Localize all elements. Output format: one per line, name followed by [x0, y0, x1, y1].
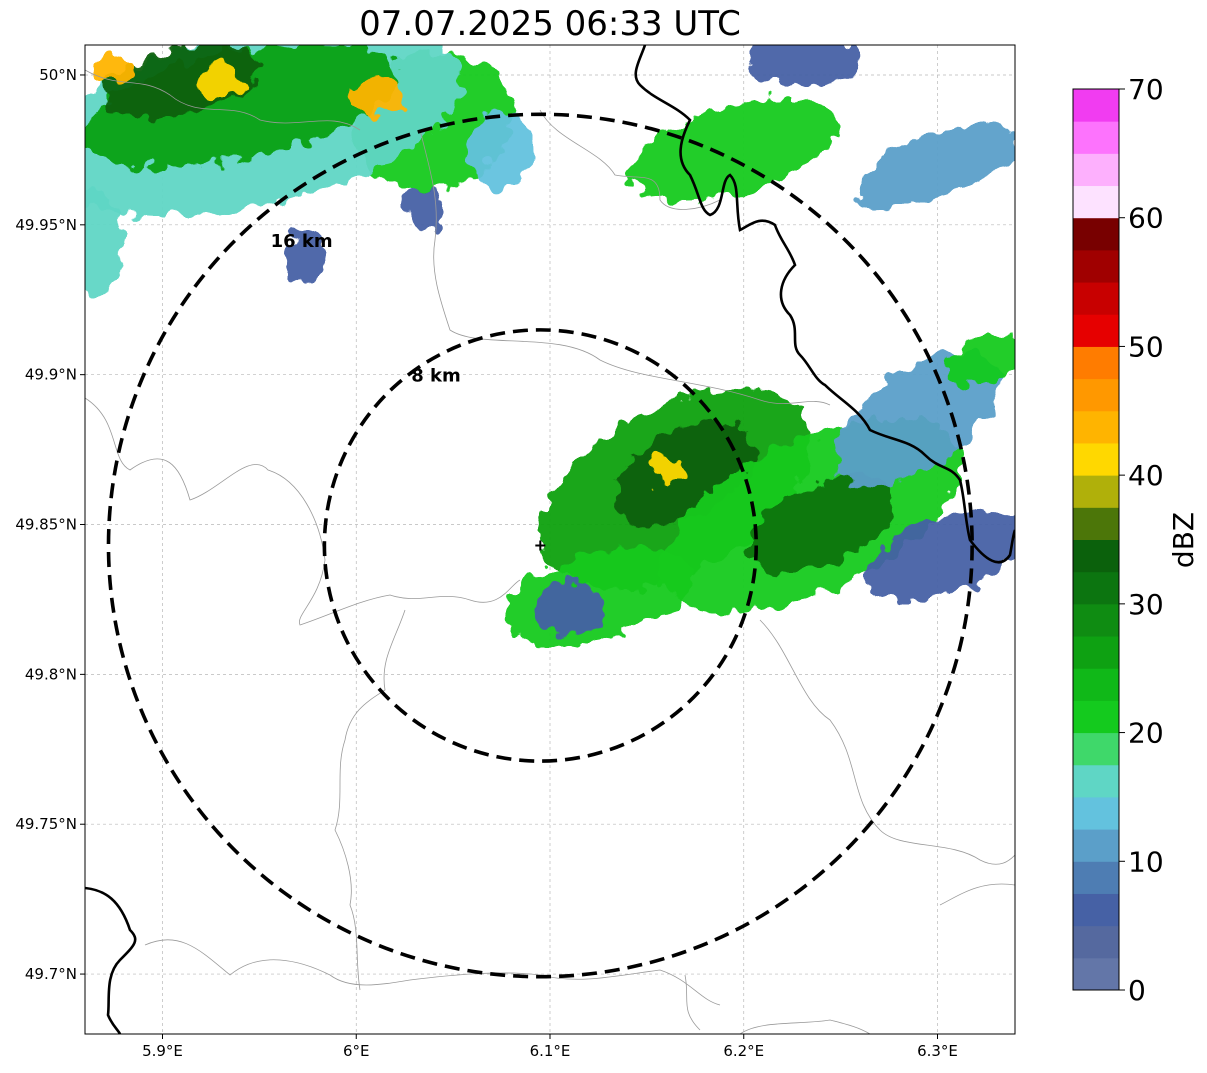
colorbar-swatch — [1073, 121, 1119, 154]
colorbar-swatch — [1073, 796, 1119, 830]
colorbar-tick-label: 0 — [1128, 974, 1146, 1007]
colorbar-swatch — [1073, 539, 1119, 573]
range-rings — [106, 112, 974, 979]
range-ring-label: 8 km — [411, 365, 461, 386]
colorbar-tick-label: 20 — [1128, 717, 1164, 750]
lon-tick-label: 6.2°E — [723, 1042, 764, 1060]
lon-tick-label: 5.9°E — [142, 1042, 183, 1060]
range-ring-labels: 8 km 16 km — [271, 231, 461, 386]
district-border — [684, 974, 701, 1031]
radar-site — [535, 540, 546, 551]
colorbar-label: dBZ — [1167, 512, 1200, 568]
colorbar-swatch — [1073, 829, 1119, 862]
district-border — [334, 609, 406, 991]
colorbar-swatch — [1073, 507, 1119, 540]
colorbar-swatch — [1073, 346, 1119, 380]
colorbar-swatch — [1073, 153, 1119, 187]
lat-tick-label: 49.95°N — [15, 216, 77, 234]
colorbar-swatch — [1073, 217, 1119, 251]
lat-tick-label: 49.9°N — [25, 366, 77, 384]
colorbar-swatch — [1073, 89, 1119, 122]
colorbar-swatch — [1073, 764, 1119, 798]
lon-axis: 5.9°E 6°E 6.1°E 6.2°E 6.3°E — [142, 1034, 958, 1060]
colorbar-swatch — [1073, 732, 1119, 766]
colorbar: 0 10 20 30 40 50 60 70 — [1072, 73, 1164, 1007]
lon-tick-label: 6.3°E — [917, 1042, 958, 1060]
colorbar-swatch — [1073, 861, 1119, 894]
colorbar-tick-label: 60 — [1128, 202, 1164, 235]
colorbar-tick-label: 40 — [1128, 459, 1164, 492]
echo-cell — [947, 335, 1015, 385]
colorbar-tick-label: 50 — [1128, 330, 1164, 363]
echo-cell — [102, 45, 262, 117]
lon-tick-label: 6°E — [343, 1042, 370, 1060]
colorbar-swatch — [1073, 378, 1119, 412]
colorbar-swatch — [1073, 282, 1119, 315]
echo-cell — [534, 581, 605, 636]
colorbar-swatch — [1073, 957, 1119, 991]
echo-cell — [402, 188, 446, 232]
echo-cell — [835, 352, 1001, 487]
colorbar-frame — [1072, 88, 1120, 991]
echo-cell — [85, 185, 122, 294]
colorbar-tick-label: 10 — [1128, 845, 1164, 878]
district-border — [85, 397, 521, 626]
colorbar-swatch — [1073, 442, 1119, 476]
map-title: 07.07.2025 06:33 UTC — [359, 4, 741, 44]
district-border — [539, 109, 721, 210]
lat-tick-label: 49.8°N — [25, 665, 77, 683]
lat-tick-label: 49.85°N — [15, 516, 77, 534]
country-border — [634, 45, 1015, 564]
lat-axis: 49.7°N 49.75°N 49.8°N 49.85°N 49.9°N 49.95°N 5… — [15, 66, 85, 983]
echo-cell — [469, 109, 534, 191]
colorbar-swatch — [1073, 314, 1119, 347]
colorbar-swatch — [1073, 925, 1119, 959]
range-ring-label: 16 km — [271, 231, 333, 252]
lat-tick-label: 50°N — [39, 66, 77, 84]
colorbar-swatch — [1073, 668, 1119, 701]
range-ring — [106, 112, 974, 979]
district-border — [85, 69, 361, 131]
range-ring — [322, 328, 759, 763]
echo-cell — [92, 55, 136, 83]
colorbar-swatch — [1073, 700, 1119, 734]
echo-cell — [855, 122, 1015, 208]
district-border — [419, 129, 831, 406]
district-border — [144, 939, 721, 1006]
lat-tick-label: 49.75°N — [15, 815, 77, 833]
echo-cell — [747, 45, 856, 87]
lat-tick-label: 49.7°N — [25, 965, 77, 983]
admin-borders — [85, 45, 1015, 1034]
district-border — [739, 1019, 871, 1034]
colorbar-swatch — [1073, 603, 1119, 637]
colorbar-tick-label: 70 — [1128, 73, 1164, 106]
echo-cell — [629, 99, 839, 201]
colorbar-swatch — [1073, 571, 1119, 605]
district-border — [759, 619, 1015, 865]
colorbar-swatch — [1073, 249, 1119, 283]
reflectivity-echoes — [85, 45, 1015, 646]
colorbar-swatch — [1073, 410, 1119, 444]
echo-cell — [348, 77, 403, 115]
echo-cell — [650, 457, 683, 485]
colorbar-swatch — [1073, 475, 1119, 508]
echo-cell — [286, 227, 330, 282]
district-border — [939, 883, 1015, 906]
colorbar-swatch — [1073, 893, 1119, 927]
country-border — [85, 886, 137, 1034]
colorbar-swatch — [1073, 185, 1119, 219]
colorbar-tick-label: 30 — [1128, 588, 1164, 621]
echo-cell — [745, 474, 897, 575]
echo-cell — [196, 64, 245, 98]
colorbar-swatch — [1073, 636, 1119, 669]
lon-tick-label: 6.1°E — [530, 1042, 571, 1060]
echo-cell — [865, 508, 1015, 601]
